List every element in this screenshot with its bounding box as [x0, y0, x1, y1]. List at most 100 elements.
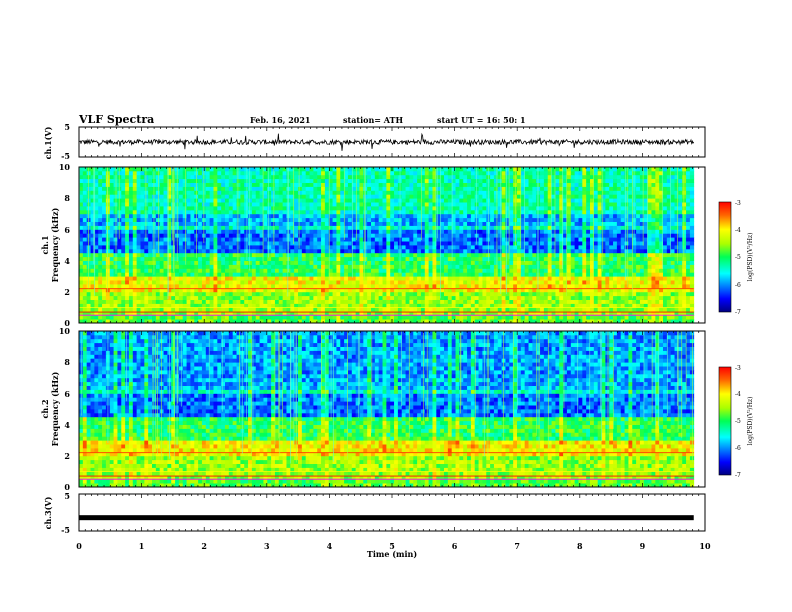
spectrogram-cell	[94, 311, 99, 316]
spectrogram-cell	[590, 245, 595, 250]
spectrogram-cell	[374, 202, 380, 207]
spectrogram-cell	[451, 217, 456, 222]
spectrogram-cell	[570, 213, 576, 219]
spectrogram-cell	[470, 287, 476, 293]
spectrogram-cell	[590, 209, 595, 215]
spectrogram-cell	[155, 260, 161, 265]
spectrogram-cell	[647, 311, 652, 316]
spectrogram-cell	[601, 213, 606, 219]
spectrogram-cell	[140, 252, 145, 258]
spectrogram-cell	[497, 221, 503, 226]
spectrogram-cell	[305, 264, 310, 269]
spectrogram-cell	[528, 237, 533, 242]
spectrogram-cell	[374, 256, 380, 261]
spectrogram-cell	[424, 299, 430, 304]
spectrogram-cell	[651, 287, 656, 293]
spectrogram-cell	[182, 303, 187, 308]
spectrogram-cell	[102, 217, 107, 222]
spectrogram-cell	[374, 213, 380, 219]
spectrogram-cell	[390, 233, 395, 238]
spectrogram-cell	[198, 217, 203, 222]
spectrogram-cell	[286, 280, 291, 285]
spectrogram-cell	[213, 252, 218, 258]
spectrogram-cell	[228, 252, 234, 258]
spectrogram-cell	[90, 225, 95, 230]
spectrogram-cell	[363, 287, 368, 293]
spectrogram-cell	[152, 291, 157, 297]
spectrogram-cell	[94, 233, 99, 238]
spectrogram-cell	[340, 202, 345, 207]
spectrogram-cell	[586, 268, 591, 273]
spectrogram-cell	[213, 206, 218, 211]
spectrogram-cell	[444, 276, 449, 281]
spectrogram-cell	[401, 311, 406, 316]
spectrogram-cell	[436, 315, 441, 320]
spectrogram-cell	[140, 284, 145, 289]
spectrogram-cell	[90, 276, 95, 281]
spectrogram-cell	[524, 221, 529, 226]
spectrogram-cell	[117, 237, 122, 242]
spectrogram-cell	[636, 245, 641, 250]
spectrogram-cell	[175, 319, 180, 324]
spectrogram-cell	[409, 268, 414, 273]
spectrogram-cell	[440, 213, 445, 219]
spectrogram-cell	[590, 291, 595, 297]
spectrogram-cell	[217, 221, 222, 226]
spectrogram-cell	[386, 280, 391, 285]
spectrogram-cell	[417, 213, 422, 219]
spectrogram-cell	[493, 225, 499, 230]
spectrogram-cell	[524, 256, 529, 261]
spectrogram-cell	[167, 198, 172, 203]
spectrogram-cell	[420, 237, 426, 242]
spectrogram-cell	[490, 264, 495, 269]
spectrogram-cell	[374, 295, 380, 300]
spectrogram-cell	[79, 209, 84, 215]
spectrogram-cell	[686, 245, 691, 250]
spectrogram-cell	[428, 260, 433, 265]
spectrogram-cell	[217, 233, 222, 238]
spectrogram-cell	[636, 237, 641, 242]
spectrogram-cell	[298, 248, 303, 254]
spectrogram-cell	[340, 206, 345, 211]
spectrogram-cell	[447, 245, 453, 250]
spectrogram-cell	[463, 217, 468, 222]
spectrogram-cell	[236, 260, 241, 265]
spectrogram-cell	[251, 280, 257, 285]
spectrogram-cell	[547, 295, 552, 300]
spectrogram-cell	[593, 307, 599, 312]
spectrogram-cell	[378, 256, 383, 261]
spectrogram-cell	[94, 217, 99, 222]
spectrogram-cell	[328, 307, 333, 312]
spectrogram-cell	[148, 213, 153, 219]
spectrogram-cell	[148, 280, 153, 285]
spectrogram-cell	[520, 303, 526, 308]
spectrogram-cell	[121, 284, 126, 289]
spectrogram-cell	[574, 291, 579, 297]
spectrogram-cell	[663, 202, 668, 207]
spectrogram-cell	[255, 295, 260, 300]
spectrogram-cell	[547, 256, 552, 261]
spectrogram-cell	[570, 295, 576, 300]
spectrogram-cell	[409, 233, 414, 238]
spectrogram-cell	[505, 202, 510, 207]
spectrogram-cell	[321, 225, 326, 230]
spectrogram-cell	[148, 256, 153, 261]
spectrogram-cell	[559, 245, 564, 250]
spectrogram-cell	[486, 287, 491, 293]
spectrogram-cell	[159, 213, 164, 219]
spectrogram-cell	[463, 264, 468, 269]
spectrogram-cell	[459, 260, 464, 265]
spectrogram-cell	[313, 202, 318, 207]
spectrogram-cell	[344, 264, 349, 269]
spectrogram-cell	[647, 276, 652, 281]
spectrogram-cell	[328, 241, 333, 246]
spectrogram-cell	[332, 237, 337, 242]
spectrogram-cell	[301, 280, 307, 285]
spectrogram-cell	[301, 229, 307, 234]
spectrogram-cell	[666, 213, 672, 219]
spectrogram-cell	[689, 291, 695, 297]
spectrogram-cell	[159, 264, 164, 269]
spectrogram-cell	[459, 315, 464, 320]
spectrogram-cell	[455, 233, 460, 238]
spectrogram-cell	[198, 213, 203, 219]
